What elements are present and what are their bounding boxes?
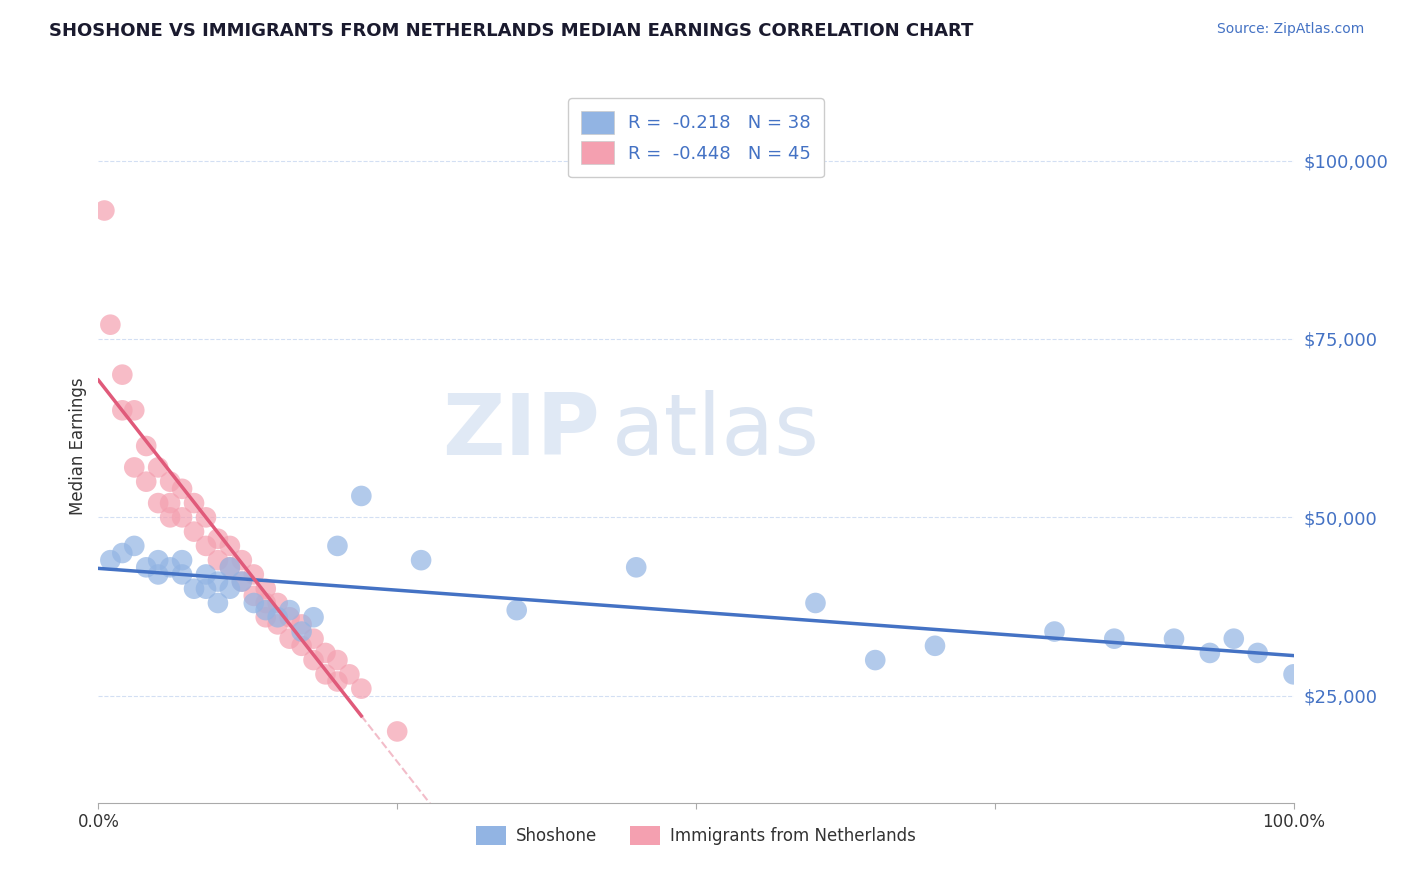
Point: [135, 560, 157, 574]
Point: [172, 510, 194, 524]
Point: [159, 560, 181, 574]
Point: [219, 560, 242, 574]
Point: [93, 203, 115, 218]
Point: [231, 574, 253, 589]
Point: [291, 639, 314, 653]
Point: [302, 632, 325, 646]
Point: [124, 403, 146, 417]
Point: [148, 496, 170, 510]
Point: [865, 653, 887, 667]
Point: [111, 403, 134, 417]
Point: [302, 610, 325, 624]
Point: [135, 439, 157, 453]
Point: [278, 610, 301, 624]
Point: [183, 582, 205, 596]
Point: [172, 482, 194, 496]
Point: [98, 553, 122, 567]
Point: [326, 539, 349, 553]
Point: [1163, 632, 1185, 646]
Point: [183, 496, 205, 510]
Point: [124, 460, 146, 475]
Point: [267, 617, 290, 632]
Point: [183, 524, 205, 539]
Point: [1247, 646, 1270, 660]
Point: [411, 553, 433, 567]
Point: [302, 653, 325, 667]
Point: [148, 567, 170, 582]
Point: [195, 567, 218, 582]
Legend: Shoshone, Immigrants from Netherlands: Shoshone, Immigrants from Netherlands: [470, 819, 922, 852]
Point: [243, 589, 266, 603]
Point: [207, 532, 229, 546]
Point: [385, 724, 409, 739]
Point: [207, 553, 229, 567]
Point: [254, 582, 277, 596]
Point: [254, 596, 277, 610]
Point: [1223, 632, 1246, 646]
Point: [207, 596, 229, 610]
Point: [326, 653, 349, 667]
Point: [124, 539, 146, 553]
Point: [278, 603, 301, 617]
Point: [195, 582, 218, 596]
Point: [326, 674, 349, 689]
Point: [804, 596, 827, 610]
Point: [172, 567, 194, 582]
Point: [1043, 624, 1066, 639]
Point: [111, 546, 134, 560]
Point: [1282, 667, 1305, 681]
Point: [148, 553, 170, 567]
Text: Source: ZipAtlas.com: Source: ZipAtlas.com: [1216, 22, 1364, 37]
Point: [626, 560, 648, 574]
Text: atlas: atlas: [613, 390, 820, 474]
Point: [98, 318, 122, 332]
Point: [207, 574, 229, 589]
Point: [148, 460, 170, 475]
Point: [219, 582, 242, 596]
Y-axis label: Median Earnings: Median Earnings: [69, 377, 87, 515]
Point: [195, 510, 218, 524]
Point: [243, 596, 266, 610]
Point: [219, 539, 242, 553]
Point: [231, 553, 253, 567]
Point: [159, 510, 181, 524]
Point: [506, 603, 529, 617]
Point: [267, 596, 290, 610]
Point: [111, 368, 134, 382]
Point: [291, 624, 314, 639]
Point: [924, 639, 946, 653]
Point: [350, 681, 373, 696]
Point: [135, 475, 157, 489]
Point: [254, 603, 277, 617]
Point: [254, 610, 277, 624]
Point: [219, 560, 242, 574]
Point: [1104, 632, 1126, 646]
Point: [243, 567, 266, 582]
Point: [339, 667, 361, 681]
Point: [315, 646, 337, 660]
Point: [291, 617, 314, 632]
Point: [172, 553, 194, 567]
Point: [159, 496, 181, 510]
Text: ZIP: ZIP: [443, 390, 600, 474]
Point: [267, 610, 290, 624]
Point: [315, 667, 337, 681]
Point: [1199, 646, 1222, 660]
Point: [159, 475, 181, 489]
Point: [278, 632, 301, 646]
Point: [350, 489, 373, 503]
Text: SHOSHONE VS IMMIGRANTS FROM NETHERLANDS MEDIAN EARNINGS CORRELATION CHART: SHOSHONE VS IMMIGRANTS FROM NETHERLANDS …: [49, 22, 973, 40]
Point: [231, 574, 253, 589]
Point: [195, 539, 218, 553]
